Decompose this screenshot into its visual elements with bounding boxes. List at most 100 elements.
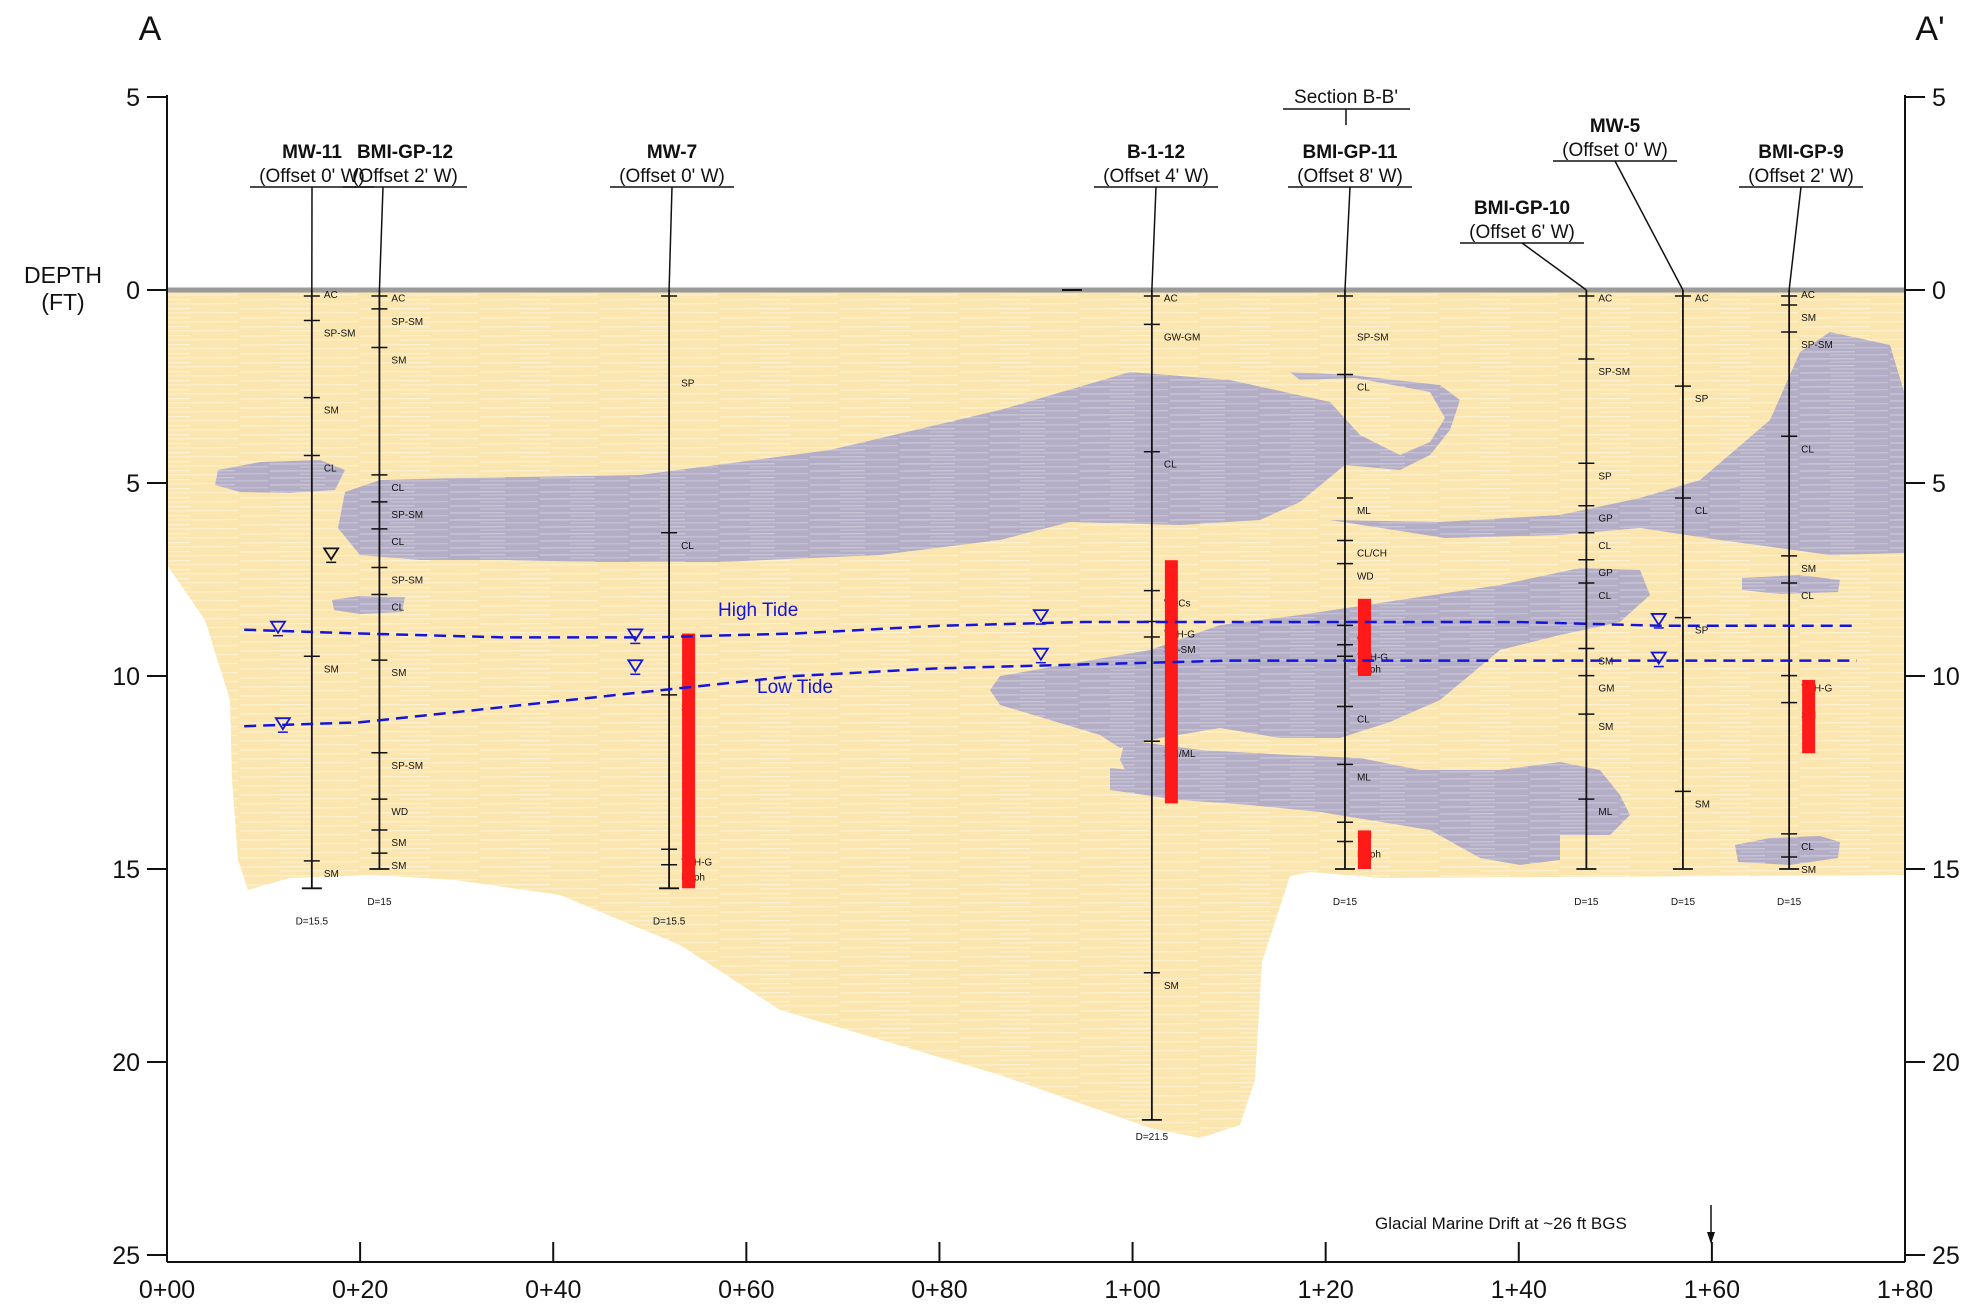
high-tide-label: High Tide	[718, 600, 798, 621]
depth-tick-label-right: 10	[1932, 663, 1960, 691]
soil-class-label: SM	[1695, 799, 1710, 810]
depth-tick-label-right: 15	[1932, 856, 1960, 884]
boring-offset: (Offset 6' W)	[1469, 222, 1575, 243]
soil-class-label: SM	[391, 355, 406, 366]
station-tick-label: 1+80	[1877, 1276, 1933, 1304]
station-tick-label: 1+40	[1491, 1276, 1547, 1304]
contamination-bar	[682, 633, 696, 889]
water-level-marker	[1650, 613, 1668, 627]
depth-tick-label-left: 20	[112, 1049, 140, 1077]
soil-class-label: SP	[1695, 394, 1709, 405]
contamination-intervals	[682, 560, 1816, 889]
soil-class-label: SM	[391, 838, 406, 849]
soil-class-label: CL	[1164, 460, 1177, 471]
soil-class-label: CL	[391, 603, 404, 614]
boring-total-depth: D=15	[1777, 897, 1802, 908]
water-level-marker	[269, 620, 287, 635]
boring-leader	[668, 186, 673, 291]
depth-tick-label-right: 5	[1932, 84, 1946, 112]
soil-class-label: CL	[324, 464, 337, 475]
contamination-bar	[1164, 560, 1178, 804]
soil-class-label: ML	[1357, 506, 1371, 517]
soil-class-label: SP	[1695, 626, 1709, 637]
depth-tick-label-left: 10	[112, 663, 140, 691]
depth-axis-label: DEPTH	[24, 262, 102, 288]
clay-lens-east-small	[1742, 575, 1840, 594]
boring-name: MW-7	[647, 142, 697, 163]
boring-offset: (Offset 4' W)	[1103, 166, 1209, 187]
soil-class-label: SP-SM	[391, 317, 423, 328]
boring-mw-5: MW-5 (Offset 0' W) AC SP CL SP SM D=15	[1553, 116, 1710, 908]
soil-class-label: AC	[1164, 294, 1178, 305]
boring-total-depth: D=15	[1671, 897, 1696, 908]
soil-class-label: CL	[1357, 383, 1370, 394]
soil-class-label: SP-SM	[391, 761, 423, 772]
soil-class-label: CL	[1801, 842, 1814, 853]
soil-class-label: WD	[1357, 572, 1374, 583]
section-end-label: A'	[1915, 10, 1944, 48]
clay-lens-east	[1330, 332, 1905, 555]
boring-total-depth: D=21.5	[1136, 1132, 1169, 1143]
station-tick-label: 1+60	[1684, 1276, 1740, 1304]
soil-class-label: CL	[1598, 541, 1611, 552]
soil-class-label: SM	[1801, 313, 1816, 324]
soil-class-label: GW-GM	[1164, 332, 1200, 343]
depth-tick-label-left: 5	[126, 470, 140, 498]
station-tick-label: 0+60	[718, 1276, 774, 1304]
soil-class-label: CL	[1695, 506, 1708, 517]
soil-class-label: TPH-G	[1801, 684, 1832, 695]
boring-logs: MW-11 (Offset 0' W) AC SP-SM SM CL SM SM D=15.5 B…	[250, 116, 1863, 1143]
soil-class-label: CL	[391, 483, 404, 494]
soil-class-label: AC	[391, 294, 405, 305]
depth-tick-label-left: 25	[112, 1242, 140, 1270]
soil-class-label: SP-SM	[1598, 367, 1630, 378]
soil-class-label: SM	[391, 668, 406, 679]
soil-class-label: SP-SM	[391, 576, 423, 587]
boring-leader	[1344, 186, 1351, 291]
high-tide-line	[244, 620, 1857, 639]
soil-class-label: SM	[324, 664, 339, 675]
glacial-drift-note: Glacial Marine Drift at ~26 ft BGS	[1375, 1214, 1627, 1233]
soil-class-label: SM	[1801, 865, 1816, 876]
water-level-marker	[274, 717, 292, 731]
soil-class-label: SM	[1598, 657, 1613, 668]
soil-class-label: CL	[681, 541, 694, 552]
soil-class-label: WD	[391, 807, 408, 818]
boring-total-depth: D=15	[1333, 897, 1358, 908]
soil-class-label: TPH-G	[1164, 630, 1195, 641]
soil-class-label: TPH-G	[1357, 653, 1388, 664]
soil-class-label: SP-SM	[391, 510, 423, 521]
soil-class-label: GM	[1598, 684, 1614, 695]
soil-class-label: SM/ML	[1164, 749, 1196, 760]
boring-name: MW-11	[282, 142, 342, 163]
depth-tick-label-right: 25	[1932, 1242, 1960, 1270]
depth-tick-label-right: 0	[1932, 277, 1946, 305]
depth-axis-unit: (FT)	[41, 289, 84, 315]
boring-leader	[1521, 242, 1587, 291]
soil-class-label: SM	[324, 406, 339, 417]
soil-class-label: SM	[1598, 722, 1613, 733]
boring-offset: (Offset 0' W)	[259, 166, 365, 187]
contamination-bar	[1802, 679, 1816, 754]
soil-class-label: SP	[1598, 471, 1612, 482]
boring-total-depth: D=15.5	[296, 916, 329, 927]
boring-bmi-gp-9: BMI-GP-9 (Offset 2' W) AC SM SP-SM CL SM CL TPH-…	[1739, 142, 1863, 908]
boring-offset: (Offset 0' W)	[1562, 140, 1668, 161]
boring-name: MW-5	[1590, 116, 1641, 137]
soil-class-label: ML	[1598, 807, 1612, 818]
water-level-marker	[1032, 647, 1050, 662]
boring-leader	[1788, 186, 1802, 291]
clay-lens-deep	[1110, 768, 1560, 865]
soil-class-label: AC	[1598, 294, 1612, 305]
boring-total-depth: D=15	[367, 897, 392, 908]
soil-class-label: GP	[1598, 568, 1613, 579]
soil-class-label: SP-SM	[1357, 332, 1389, 343]
water-table: High Tide Low Tide	[244, 547, 1857, 733]
depth-ticks: 5 5 0 0 5 5 10 10 15 15 20 20 25 25	[112, 84, 1960, 1270]
water-level-marker	[626, 628, 644, 643]
depth-tick-label-right: 20	[1932, 1049, 1960, 1077]
clay-lens-main	[338, 372, 1460, 562]
low-tide-line	[244, 659, 1857, 728]
water-level-marker	[1032, 609, 1050, 623]
